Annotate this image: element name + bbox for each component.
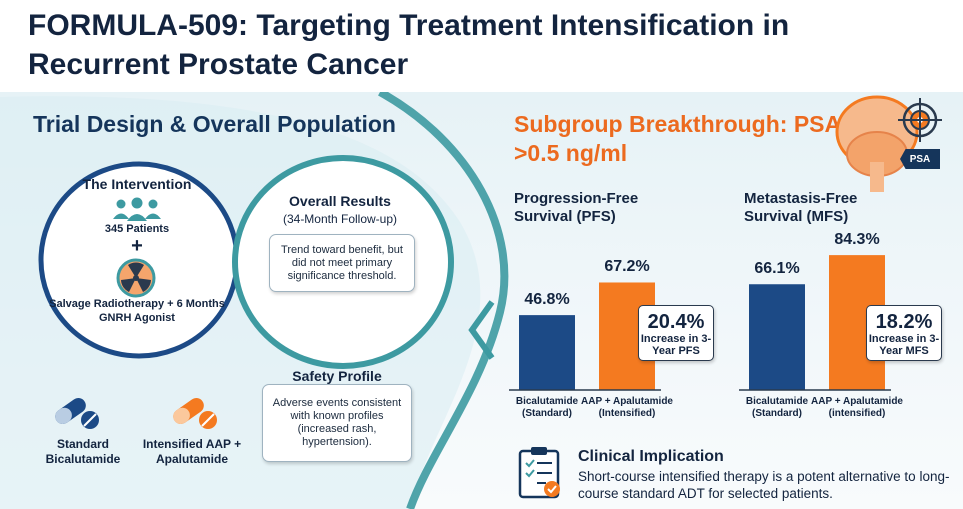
divider-arc [378,92,509,509]
pfs-category-intensified: AAP + Apalutamide (Intensified) [581,396,673,419]
overall-results-title: Overall Results [289,193,391,209]
mfs-callout-value: 18.2% [875,311,933,333]
clipboard-icon [518,447,560,499]
standard-pill-icon [55,398,99,429]
psa-tag: PSA [900,149,940,169]
safety-profile-text: Adverse events consistent with known pro… [272,397,402,448]
pfs-bar-standard [519,315,575,390]
plus-sign: + [131,235,143,257]
overall-results-subtitle: (34-Month Follow-up) [282,212,398,226]
mfs-category-intensified: AAP + Apalutamide (intensified) [811,396,903,419]
pfs-callout: 20.4% Increase in 3-Year PFS [638,305,714,361]
pfs-category-standard: Bicalutamide (Standard) [515,396,579,419]
pfs-value-label-intensified: 67.2% [604,258,650,276]
standard-arm-label: Standard Bicalutamide [45,437,121,466]
page-title: FORMULA-509: Targeting Treatment Intensi… [28,9,790,81]
pfs-callout-text: Increase in 3-Year PFS [640,333,712,357]
title-bar: FORMULA-509: Targeting Treatment Intensi… [0,0,963,92]
pfs-chart-title: Progression-Free Survival (PFS) [514,190,639,225]
mfs-chart [739,255,891,391]
left-panel-heading: Trial Design & Overall Population [33,111,396,137]
patients-count: 345 Patients [104,223,170,235]
intervention-title: The Intervention [82,176,192,192]
mfs-category-standard: Bicalutamide (Standard) [745,396,809,419]
patients-icon [113,197,161,221]
mfs-value-label-standard: 66.1% [754,260,800,278]
mfs-bar-standard [749,284,805,390]
prostate-target-icon [835,95,942,192]
mfs-chart-title: Metastasis-Free Survival (MFS) [744,190,858,225]
subgroup-heading: Subgroup Breakthrough: PSA >0.5 ng/ml [514,111,841,166]
intensified-arm-label: Intensified AAP + Apalutamide [142,437,242,466]
safety-profile-title: Safety Profile [292,368,382,384]
mfs-callout-text: Increase in 3-Year MFS [868,333,940,357]
overall-results-text: Trend toward benefit, but did not meet p… [281,243,403,282]
intervention-description: Salvage Radiotherapy + 6 Months GNRH Ago… [49,298,225,324]
clinical-implication-title: Clinical Implication [578,448,724,465]
clinical-implication-text: Short-course intensified therapy is a po… [578,469,950,501]
safety-profile-box: Adverse events consistent with known pro… [262,384,412,462]
intensified-pill-icon [173,398,217,429]
radiation-icon [116,258,156,298]
overall-results-box: Trend toward benefit, but did not meet p… [269,234,415,292]
pfs-value-label-standard: 46.8% [524,291,570,309]
mfs-callout: 18.2% Increase in 3-Year MFS [866,305,942,361]
mfs-value-label-intensified: 84.3% [834,231,880,249]
chevron-right-icon [468,300,495,360]
pfs-callout-value: 20.4% [647,311,705,333]
